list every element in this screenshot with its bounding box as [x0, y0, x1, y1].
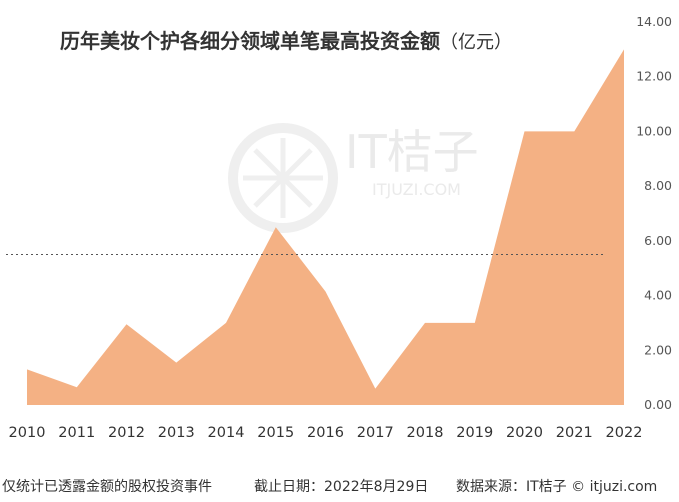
- x-tick-label: 2010: [9, 425, 46, 441]
- x-tick-label: 2017: [357, 425, 394, 441]
- y-tick-label: 10.00: [636, 123, 672, 138]
- y-tick-label: 8.00: [644, 178, 672, 193]
- x-tick-label: 2018: [407, 425, 444, 441]
- watermark-brand: IT桔子: [345, 125, 479, 179]
- watermark-domain: ITJUZI.COM: [372, 180, 461, 199]
- chart-title-unit: （亿元）: [440, 32, 512, 53]
- y-tick-label: 6.00: [644, 233, 672, 248]
- footer-source: 数据来源：IT桔子 © itjuzi.com: [456, 479, 657, 495]
- x-tick-label: 2019: [456, 425, 493, 441]
- y-tick-label: 0.00: [644, 397, 672, 412]
- chart-title: 历年美妆个护各细分领域单笔最高投资金额（亿元）: [60, 29, 512, 53]
- x-tick-label: 2015: [257, 425, 294, 441]
- y-tick-label: 12.00: [636, 69, 672, 84]
- footer-note: 仅统计已透露金额的股权投资事件: [2, 479, 212, 495]
- x-tick-label: 2016: [307, 425, 344, 441]
- y-tick-label: 4.00: [644, 288, 672, 303]
- y-tick-label: 14.00: [636, 14, 672, 29]
- x-axis-ticks: 2010 2011 2012 2013 2014 2015 2016 2017 2018 2019…: [9, 425, 643, 441]
- x-tick-label: 2021: [556, 425, 593, 441]
- chart-title-main: 历年美妆个护各细分领域单笔最高投资金额: [60, 29, 440, 53]
- x-tick-label: 2014: [208, 425, 245, 441]
- x-tick-label: 2020: [506, 425, 543, 441]
- x-tick-label: 2011: [58, 425, 95, 441]
- y-axis-ticks: 14.00 12.00 10.00 8.00 6.00 4.00 2.00 0.00: [636, 14, 672, 412]
- watermark: IT桔子 ITJUZI.COM: [228, 123, 479, 233]
- y-tick-label: 2.00: [644, 342, 672, 357]
- x-tick-label: 2022: [606, 425, 643, 441]
- x-tick-label: 2013: [158, 425, 195, 441]
- orange-slice-logo-icon: [228, 123, 338, 233]
- area-series: [27, 49, 624, 406]
- footer-date: 截止日期：2022年8月29日: [254, 479, 428, 495]
- x-tick-label: 2012: [108, 425, 145, 441]
